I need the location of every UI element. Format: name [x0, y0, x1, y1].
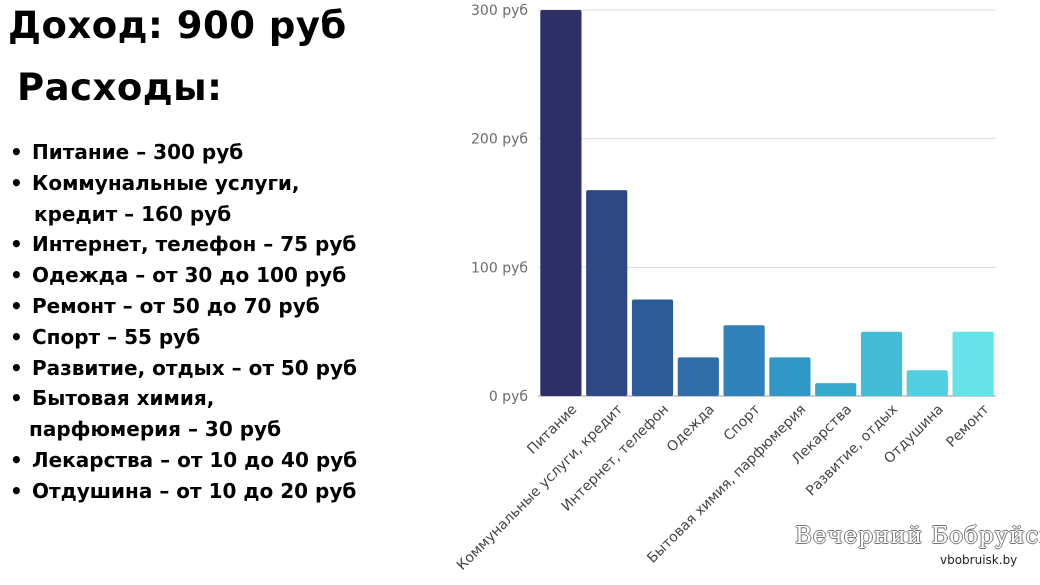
expense-item-text: кредит – 160 руб	[34, 201, 232, 226]
bar	[631, 299, 674, 396]
expenses-list: • Питание – 300 руб • Коммунальные услуги, к…	[10, 137, 357, 507]
bar	[677, 357, 719, 396]
bullet-icon: •	[10, 447, 23, 472]
y-tick-label: 100 руб	[471, 260, 528, 276]
bullet-icon: •	[10, 170, 23, 195]
expense-item-text: Бытовая химия,	[32, 386, 215, 411]
bar	[906, 370, 948, 396]
expense-item: • Лекарства – от 10 до 40 руб	[10, 445, 357, 476]
x-category-label: Одежда	[664, 402, 718, 456]
bar	[952, 331, 994, 396]
bar	[540, 10, 582, 396]
expense-item-text: парфюмерия – 30 руб	[29, 417, 282, 442]
expense-item-text: Коммунальные услуги,	[32, 170, 300, 195]
y-tick-label: 0 руб	[489, 389, 528, 405]
expense-item-text: Отдушина – от 10 до 20 руб	[32, 478, 357, 503]
bar	[586, 190, 628, 396]
expense-item: • Интернет, телефон – 75 руб	[10, 229, 357, 260]
expense-item-text: Лекарства – от 10 до 40 руб	[32, 447, 358, 472]
bullet-icon: •	[10, 293, 23, 318]
bar	[815, 383, 857, 396]
expense-item-text: Спорт – 55 руб	[32, 324, 201, 349]
expense-item: • Развитие, отдых – от 50 руб	[10, 353, 357, 384]
expense-item-text: Ремонт – от 50 до 70 руб	[32, 293, 320, 318]
expense-item-text: Интернет, телефон – 75 руб	[32, 232, 357, 257]
watermark-logo: Вечерний Бобруйск	[795, 523, 1040, 549]
expenses-heading: Расходы:	[17, 66, 223, 109]
y-tick-label: 300 руб	[471, 3, 528, 19]
watermark-url: vbobruisk.by	[940, 553, 1018, 567]
expense-item-continuation: парфюмерия – 30 руб	[10, 414, 357, 445]
bullet-icon: •	[10, 478, 23, 503]
expense-item-text: Одежда – от 30 до 100 руб	[32, 263, 347, 288]
bullet-icon: •	[10, 263, 23, 288]
bullet-icon: •	[10, 386, 23, 411]
bar	[769, 357, 811, 396]
expense-item-text: Питание – 300 руб	[32, 140, 244, 164]
bullet-icon: •	[10, 324, 23, 349]
bar	[860, 331, 903, 396]
expense-item: • Спорт – 55 руб	[10, 322, 357, 353]
income-heading: Доход: 900 руб	[8, 4, 347, 47]
expense-item: • Ремонт – от 50 до 70 руб	[10, 291, 357, 322]
expense-item: • Питание – 300 руб	[10, 137, 357, 168]
expense-item-text: Развитие, отдых – от 50 руб	[32, 355, 357, 380]
bar	[723, 325, 765, 396]
bullet-icon: •	[10, 232, 23, 257]
x-category-label: Ремонт	[943, 402, 992, 451]
expense-item: • Коммунальные услуги,	[10, 168, 357, 199]
expense-item: • Одежда – от 30 до 100 руб	[10, 260, 357, 291]
x-category-label: Коммунальные услуги, кредит	[454, 402, 626, 574]
expense-item: • Отдушина – от 10 до 20 руб	[10, 476, 357, 507]
bullet-icon: •	[10, 355, 23, 380]
y-tick-label: 200 руб	[471, 132, 528, 148]
x-category-label: Спорт	[721, 402, 764, 445]
text-panel: Доход: 900 руб Расходы: • Питание – 300 р…	[0, 0, 440, 585]
bullet-icon: •	[10, 140, 23, 164]
expense-item-continuation: кредит – 160 руб	[10, 199, 357, 230]
expense-item: • Бытовая химия,	[10, 383, 357, 414]
